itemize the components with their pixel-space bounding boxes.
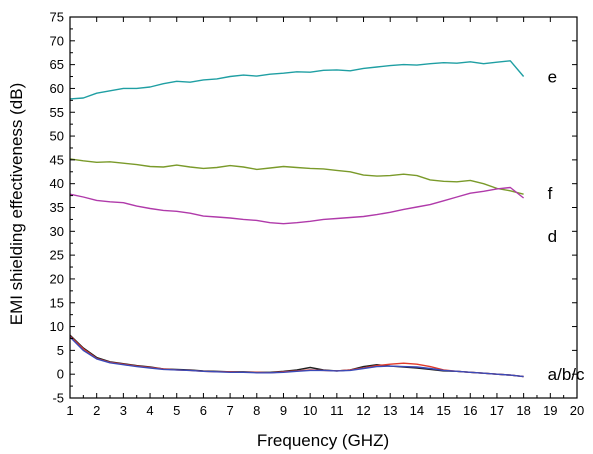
x-tick-label: 8 xyxy=(253,403,260,418)
x-tick-label: 19 xyxy=(543,403,557,418)
x-tick-label: 1 xyxy=(66,403,73,418)
y-tick-label: 25 xyxy=(50,248,64,263)
x-tick-label: 13 xyxy=(383,403,397,418)
x-tick-label: 9 xyxy=(280,403,287,418)
y-tick-label: 30 xyxy=(50,224,64,239)
y-tick-label: 50 xyxy=(50,129,64,144)
x-tick-label: 3 xyxy=(120,403,127,418)
y-tick-label: 0 xyxy=(57,367,64,382)
x-tick-label: 5 xyxy=(173,403,180,418)
y-tick-label: -5 xyxy=(52,391,64,406)
x-tick-label: 14 xyxy=(410,403,424,418)
y-tick-label: 55 xyxy=(50,105,64,120)
x-axis-title: Frequency (GHZ) xyxy=(257,431,389,450)
y-tick-label: 15 xyxy=(50,295,64,310)
x-tick-label: 10 xyxy=(303,403,317,418)
y-tick-label: 45 xyxy=(50,152,64,167)
series-e-line xyxy=(69,60,525,100)
y-tick-label: 65 xyxy=(50,57,64,72)
series-label: d xyxy=(548,227,557,246)
y-tick-label: 10 xyxy=(50,319,64,334)
y-tick-label: 20 xyxy=(50,271,64,286)
y-axis-title: EMI shielding effectiveness (dB) xyxy=(7,83,26,326)
x-tick-label: 12 xyxy=(356,403,370,418)
y-tick-label: 5 xyxy=(57,343,64,358)
x-tick-label: 11 xyxy=(330,403,344,418)
x-tick-label: 6 xyxy=(200,403,207,418)
series-d-line xyxy=(69,186,525,225)
series-c-line xyxy=(69,336,524,378)
x-tick-label: 4 xyxy=(146,403,153,418)
series-label: f xyxy=(548,184,553,203)
x-tick-label: 2 xyxy=(93,403,100,418)
x-tick-label: 7 xyxy=(226,403,233,418)
x-tick-label: 20 xyxy=(570,403,584,418)
x-tick-label: 16 xyxy=(463,403,477,418)
x-tick-label: 15 xyxy=(436,403,450,418)
plot-area: e f d a/b/c xyxy=(69,60,585,384)
series-f-line xyxy=(69,158,524,195)
y-tick-label: 75 xyxy=(50,10,64,25)
y-tick-label: 60 xyxy=(50,81,64,96)
axes: 1 2 3 4 5 6 7 8 9 10 11 12 13 14 15 16 17 18 19 20-50510152… xyxy=(50,10,585,419)
y-tick-label: 35 xyxy=(50,200,64,215)
series-label: a/b/c xyxy=(548,365,585,384)
x-tick-label: 17 xyxy=(490,403,504,418)
y-tick-label: 70 xyxy=(50,33,64,48)
y-tick-label: 40 xyxy=(50,176,64,191)
series-label: e xyxy=(548,68,557,87)
x-tick-label: 18 xyxy=(516,403,530,418)
